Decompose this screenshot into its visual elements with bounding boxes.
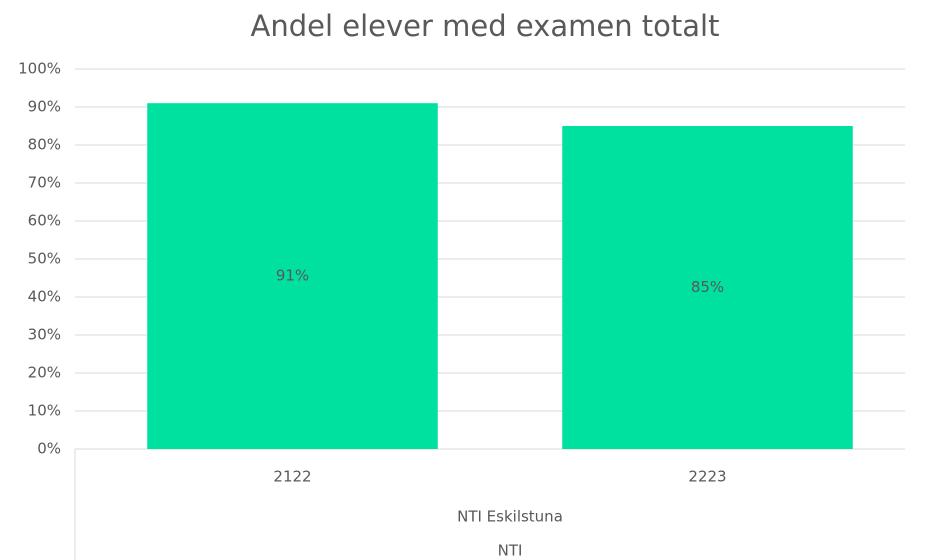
bar <box>147 103 438 449</box>
bar <box>562 126 853 449</box>
y-tick-label: 100% <box>18 60 61 78</box>
group-label: NTI Eskilstuna <box>457 508 563 526</box>
y-tick-label: 10% <box>28 402 61 420</box>
chart-title: Andel elever med examen totalt <box>251 9 720 43</box>
y-tick-label: 30% <box>28 326 61 344</box>
x-tick-label: 2223 <box>688 468 726 486</box>
x-tick-label: 2122 <box>273 468 311 486</box>
y-tick-label: 60% <box>28 212 61 230</box>
y-tick-label: 40% <box>28 288 61 306</box>
y-tick-label: 20% <box>28 364 61 382</box>
y-tick-label: 80% <box>28 136 61 154</box>
group-label: NTI <box>498 542 523 560</box>
y-tick-label: 0% <box>37 440 61 458</box>
value-label: 85% <box>691 278 724 296</box>
value-label: 91% <box>276 267 309 285</box>
y-tick-label: 90% <box>28 98 61 116</box>
y-tick-label: 70% <box>28 174 61 192</box>
y-tick-label: 50% <box>28 250 61 268</box>
